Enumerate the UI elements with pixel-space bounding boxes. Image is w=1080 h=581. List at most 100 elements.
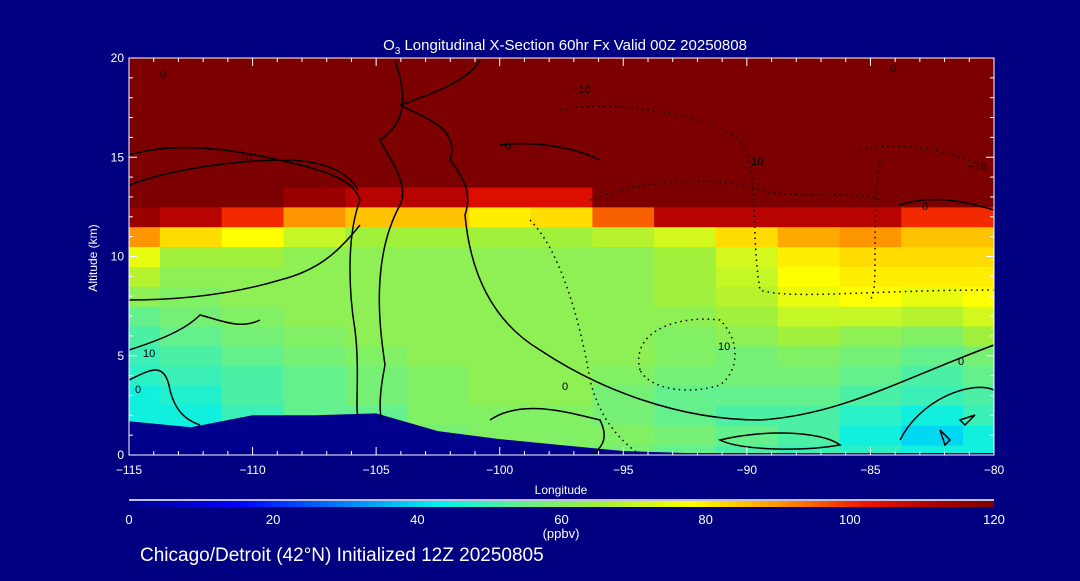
- heatmap-cell: [963, 345, 995, 367]
- heatmap-cell: [901, 206, 964, 228]
- heatmap-cell: [283, 345, 346, 367]
- heatmap-cell: [839, 286, 902, 307]
- heatmap-cell: [592, 187, 655, 208]
- heatmap-cell: [530, 345, 593, 367]
- heatmap-cell: [530, 405, 593, 426]
- heatmap-cell: [654, 325, 717, 347]
- heatmap-cell: [407, 67, 470, 89]
- heatmap-cell: [468, 345, 532, 367]
- heatmap-cell: [901, 187, 964, 208]
- heatmap-cell: [963, 187, 995, 208]
- heatmap-cell: [345, 167, 408, 188]
- heatmap-cell: [654, 246, 717, 267]
- heatmap-cell: [654, 385, 717, 406]
- heatmap-cell: [221, 107, 284, 128]
- heatmap-cell: [345, 107, 408, 128]
- heatmap-cell: [592, 147, 655, 168]
- heatmap-cell: [129, 58, 161, 69]
- heatmap-cell: [283, 147, 346, 168]
- heatmap-cell: [129, 325, 161, 347]
- colorbar-tick-label: 0: [125, 512, 132, 527]
- heatmap-cell: [963, 325, 995, 347]
- heatmap-cell: [530, 67, 593, 89]
- heatmap-cell: [901, 445, 964, 456]
- heatmap-cell: [530, 187, 593, 208]
- contour-label: 0: [135, 384, 141, 396]
- heatmap-cell: [901, 365, 964, 387]
- heatmap-cell: [283, 365, 346, 387]
- heatmap-cell: [592, 286, 655, 307]
- heatmap-cell: [777, 345, 841, 367]
- heatmap-cell: [963, 87, 995, 109]
- heatmap-cell: [839, 226, 902, 248]
- heatmap-cell: [407, 147, 470, 168]
- heatmap-cell: [654, 87, 717, 109]
- heatmap-cell: [592, 425, 655, 446]
- heatmap-cell: [715, 226, 779, 248]
- colorbar-tick-label: 100: [839, 512, 861, 527]
- contour-line: [398, 59, 995, 421]
- heatmap-cell: [221, 206, 284, 228]
- heatmap-cell: [777, 266, 841, 287]
- heatmap-cell: [654, 226, 717, 248]
- heatmap-cell: [963, 445, 995, 456]
- heatmap-cell: [468, 187, 532, 208]
- heatmap-cell: [407, 167, 470, 188]
- heatmap-cell: [159, 266, 223, 287]
- y-tick-label: 0: [117, 448, 124, 462]
- heatmap-cell: [345, 147, 408, 168]
- heatmap-cell: [468, 385, 532, 406]
- footer-caption: Chicago/Detroit (42°N) Initialized 12Z 2…: [140, 545, 544, 566]
- heatmap-cell: [129, 306, 161, 327]
- heatmap-cell: [530, 325, 593, 347]
- heatmap-cell: [654, 58, 717, 69]
- heatmap-cell: [468, 365, 532, 387]
- colorbar-tick-label: 120: [983, 512, 1005, 527]
- heatmap-cell: [777, 206, 841, 228]
- heatmap-cell: [963, 425, 995, 446]
- heatmap-cell: [530, 58, 593, 69]
- colorbar-tick-label: 40: [410, 512, 424, 527]
- heatmap-cell: [592, 385, 655, 406]
- heatmap-cell: [715, 167, 779, 188]
- heatmap-cell: [901, 107, 964, 128]
- heatmap-cell: [129, 226, 161, 248]
- heatmap-cell: [839, 87, 902, 109]
- colorbar-units: (ppbv): [543, 526, 580, 541]
- heatmap-cell: [221, 306, 284, 327]
- heatmap-cell: [468, 246, 532, 267]
- heatmap-cell: [839, 365, 902, 387]
- heatmap-cell: [654, 67, 717, 89]
- heatmap-cell: [777, 246, 841, 267]
- heatmap-cell: [530, 167, 593, 188]
- heatmap-cell: [839, 67, 902, 89]
- heatmap-cell: [129, 286, 161, 307]
- heatmap-cell: [129, 187, 161, 208]
- heatmap-cell: [221, 385, 284, 406]
- heatmap-cell: [345, 306, 408, 327]
- contour-line: [128, 224, 361, 301]
- heatmap-cell: [839, 325, 902, 347]
- heatmap-cell: [283, 306, 346, 327]
- heatmap-cell: [654, 425, 717, 446]
- heatmap-cell: [715, 246, 779, 267]
- heatmap-cell: [592, 167, 655, 188]
- heatmap-cell: [468, 107, 532, 128]
- heatmap-cell: [592, 365, 655, 387]
- heatmap-cell: [345, 226, 408, 248]
- heatmap-cell: [407, 127, 470, 148]
- colorbar-tick-label: 60: [554, 512, 568, 527]
- x-tick-label: −80: [984, 463, 1005, 477]
- heatmap-cell: [839, 345, 902, 367]
- heatmap-cell: [530, 206, 593, 228]
- heatmap-cell: [345, 286, 408, 307]
- heatmap-cell: [159, 58, 223, 69]
- heatmap-cell: [530, 266, 593, 287]
- contour-lines: [128, 59, 995, 456]
- heatmap-cell: [654, 286, 717, 307]
- heatmap-cell: [715, 325, 779, 347]
- heatmap-cell: [129, 107, 161, 128]
- heatmap-cell: [345, 345, 408, 367]
- heatmap-cell: [468, 167, 532, 188]
- heatmap-cell: [345, 266, 408, 287]
